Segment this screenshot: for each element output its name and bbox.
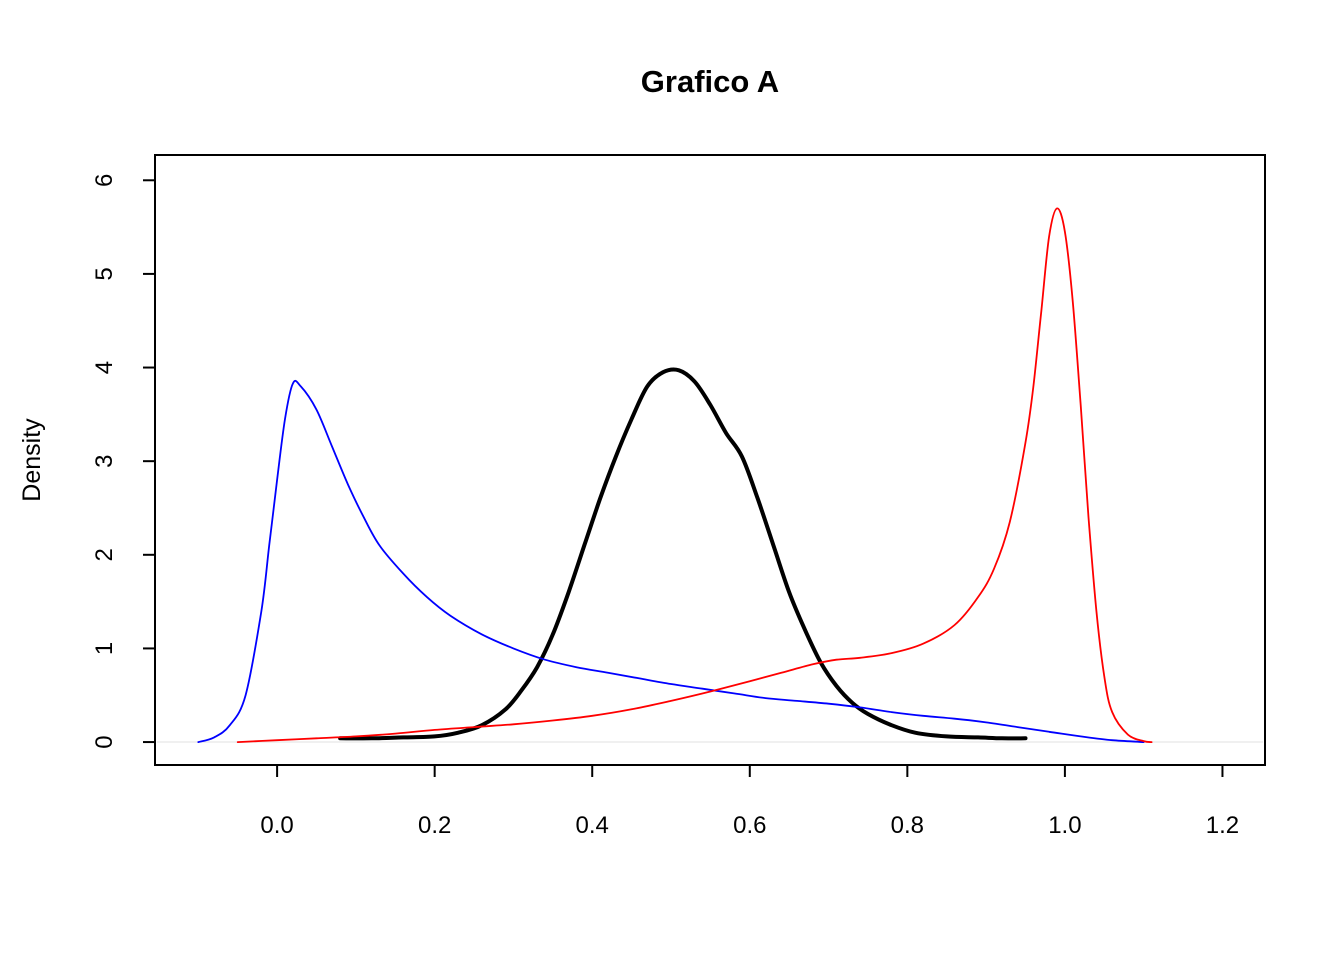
x-tick-label: 0.8 [891,812,924,839]
y-tick-label: 4 [91,361,118,374]
plot-box [154,154,1266,766]
x-tick-label: 0.0 [260,812,293,839]
x-tick-label: 1.2 [1206,812,1239,839]
density-curve-left-peak-blue [197,379,1145,743]
y-tick-label: 1 [91,642,118,655]
x-tick-label: 1.0 [1048,812,1081,839]
density-curve-right-peak-red [236,207,1153,743]
y-axis-label: Density [18,418,46,502]
x-tick-label: 0.6 [733,812,766,839]
y-tick-label: 0 [91,735,118,748]
y-tick-label: 3 [91,454,118,467]
y-tick-label: 2 [91,548,118,561]
chart-title: Grafico A [641,64,779,99]
y-tick-label: 5 [91,267,118,280]
y-tick-label: 6 [91,174,118,187]
density-curve-center-peak-black [338,367,1028,741]
x-tick-label: 0.2 [418,812,451,839]
x-tick-label: 0.4 [576,812,609,839]
plot-area: 0.0 0.2 0.4 0.6 0.8 1.0 1.2 0 1 2 3 4 5 6 [91,154,1266,839]
